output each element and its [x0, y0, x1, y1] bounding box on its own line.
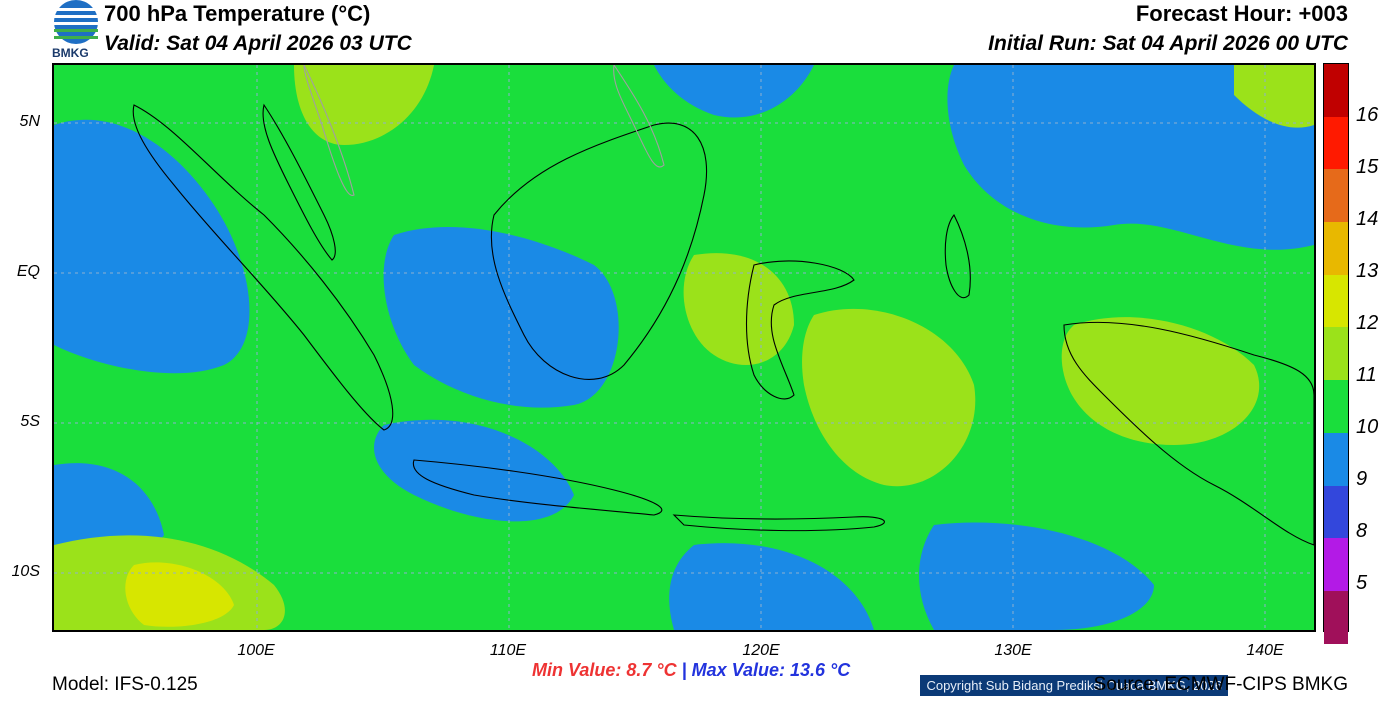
lat-label-eq: EQ: [16, 263, 40, 280]
forecast-hour: Forecast Hour: +003: [1135, 1, 1348, 26]
lon-label-120e: 120E: [742, 642, 780, 659]
temperature-map: Copyright Sub Bidang Prediksi Cuaca BMKG…: [52, 63, 1316, 696]
colorbar-label-5: 5: [1356, 572, 1368, 594]
initial-run: Initial Run: Sat 04 April 2026 00 UTC: [988, 32, 1348, 55]
colorbar-label-15: 15: [1356, 156, 1379, 178]
source-label: Source: ECMWF-CIPS BMKG: [1093, 674, 1348, 695]
map-title: 700 hPa Temperature (°C): [104, 1, 371, 26]
colorbar-label-16: 16: [1356, 104, 1379, 126]
lon-label-100e: 100E: [237, 642, 275, 659]
max-value: Max Value: 13.6 °C: [691, 660, 851, 680]
map-canvas: [54, 65, 1314, 630]
colorbar-label-9: 9: [1356, 468, 1368, 490]
lat-label-5n: 5N: [19, 113, 40, 130]
model-label: Model: IFS-0.125: [52, 674, 198, 695]
colorbar-label-11: 11: [1356, 364, 1377, 386]
colorbar-label-8: 8: [1356, 520, 1368, 542]
copyright-notice: Copyright Sub Bidang Prediksi Cuaca BMKG…: [920, 675, 1228, 696]
colorbar-label-12: 12: [1356, 312, 1379, 334]
lon-label-140e: 140E: [1246, 642, 1284, 659]
lon-label-110e: 110E: [489, 642, 527, 659]
min-value: Min Value: 8.7 °C: [532, 660, 677, 680]
lat-label-5s: 5S: [20, 413, 40, 430]
colorbar-label-14: 14: [1356, 208, 1379, 230]
colorbar-label-10: 10: [1356, 416, 1379, 438]
lon-label-130e: 130E: [994, 642, 1032, 659]
min-max-values: Min Value: 8.7 °C | Max Value: 13.6 °C: [532, 660, 850, 681]
colorbar-label-13: 13: [1356, 260, 1379, 282]
colorbar: [1323, 63, 1349, 644]
bmkg-logo-icon: [54, 0, 98, 44]
logo-text: BMKG: [52, 46, 89, 60]
value-separator: |: [681, 660, 687, 680]
valid-time: Valid: Sat 04 April 2026 03 UTC: [104, 32, 412, 55]
lat-label-10s: 10S: [11, 563, 40, 580]
